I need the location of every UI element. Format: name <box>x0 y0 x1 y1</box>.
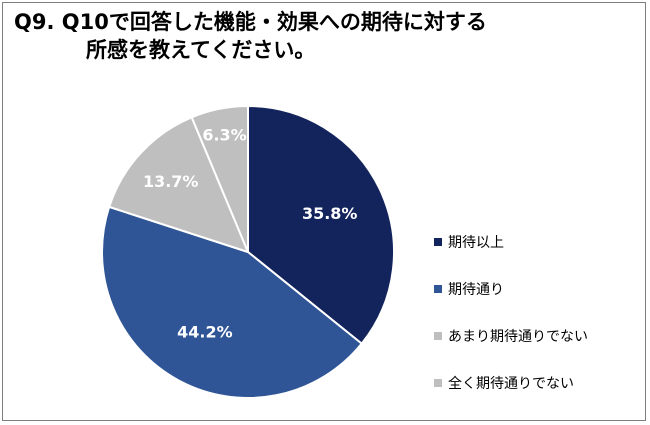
pie-slice-4 <box>190 104 249 253</box>
legend-swatch-4 <box>434 378 442 387</box>
legend-swatch-1 <box>434 237 442 246</box>
legend-item-1: 期待以上 <box>434 218 634 265</box>
pie-slice-1 <box>247 104 396 346</box>
legend-swatch-3 <box>434 331 442 340</box>
legend-swatch-2 <box>434 284 442 293</box>
legend-item-4: 全く期待通りでない <box>434 359 634 406</box>
chart-title: Q9. Q10で回答した機能・効果への期待に対する 所感を教えてください。 <box>14 8 487 64</box>
legend-label-2: 期待通り <box>448 281 504 298</box>
pie-slice-3 <box>107 115 250 254</box>
pie-data-label-3: 13.7% <box>143 172 199 191</box>
chart-title-line1: Q9. Q10で回答した機能・効果への期待に対する <box>14 10 487 34</box>
legend-label-3: あまり期待通りでない <box>448 328 588 345</box>
legend-item-2: 期待通り <box>434 265 634 312</box>
pie-data-label-4: 6.3% <box>202 126 246 145</box>
legend-label-4: 全く期待通りでない <box>448 375 574 392</box>
pie-data-label-1: 35.8% <box>302 204 358 223</box>
pie-data-label-2: 44.2% <box>177 323 233 342</box>
legend-label-1: 期待以上 <box>448 234 504 251</box>
pie-slice-2 <box>101 205 364 399</box>
legend-item-3: あまり期待通りでない <box>434 312 634 359</box>
chart-legend: 期待以上期待通りあまり期待通りでない 全く期待通りでない <box>434 218 634 406</box>
chart-title-line2: 所感を教えてください。 <box>86 38 316 62</box>
